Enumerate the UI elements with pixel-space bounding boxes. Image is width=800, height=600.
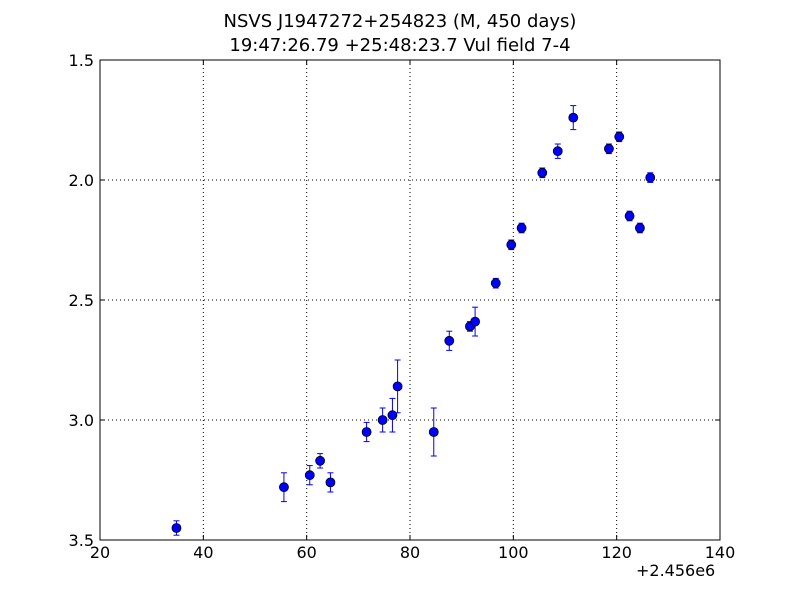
y-tick-label: 1.5 (69, 51, 94, 70)
data-point (537, 167, 548, 178)
y-tick-label: 3.0 (69, 411, 94, 430)
x-tick-label: 60 (296, 543, 316, 562)
x-tick-label: 40 (193, 543, 213, 562)
x-axis-ticks: 20 40 60 80 100 120 140 (90, 60, 735, 562)
data-point (624, 211, 635, 221)
data-point (428, 427, 439, 437)
y-tick-label: 2.0 (69, 171, 94, 190)
chart-subtitle: 19:47:26.79 +25:48:23.7 Vul field 7-4 (229, 35, 571, 56)
data-point (635, 223, 645, 233)
data-point (315, 455, 326, 466)
x-tick-label: 80 (400, 543, 420, 562)
error-bars (173, 105, 654, 536)
x-tick-label: 120 (601, 543, 632, 562)
data-point (279, 482, 289, 493)
x-axis-offset-label: +2.456e6 (636, 561, 716, 580)
data-point (171, 523, 182, 533)
data-point (387, 410, 398, 421)
data-point (361, 427, 372, 437)
x-tick-label: 100 (498, 543, 529, 562)
x-tick-label: 140 (705, 543, 736, 562)
data-point (470, 316, 481, 327)
data-point (325, 477, 336, 488)
x-tick-label: 20 (90, 543, 110, 562)
data-point (516, 223, 527, 233)
data-point (304, 470, 315, 481)
data-point (552, 146, 563, 157)
y-tick-label: 2.5 (69, 291, 94, 310)
data-point (568, 112, 579, 123)
data-point (490, 278, 501, 289)
data-point (604, 143, 614, 154)
data-point (645, 172, 656, 183)
y-axis-ticks: 1.5 2.0 2.5 3.0 3.5 (69, 51, 720, 550)
grid-lines (100, 60, 720, 540)
data-point (377, 415, 388, 425)
data-points (171, 112, 656, 533)
data-point (392, 381, 403, 392)
y-tick-label: 3.5 (69, 531, 94, 550)
data-point (444, 335, 455, 346)
data-point (614, 131, 625, 142)
data-point (506, 239, 517, 250)
chart-title: NSVS J1947272+254823 (M, 450 days) (223, 11, 577, 32)
